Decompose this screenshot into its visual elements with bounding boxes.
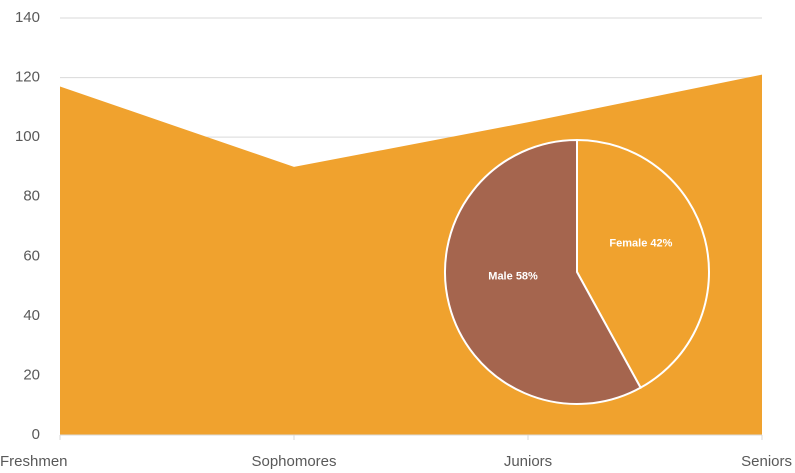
data-label: Female 42% xyxy=(609,237,672,249)
y-tick-label: 100 xyxy=(15,128,40,145)
data-label: Male 58% xyxy=(488,270,538,282)
x-tick-label: Freshmen xyxy=(0,453,68,470)
pie-slice xyxy=(576,138,710,390)
label-name: Female xyxy=(609,237,647,249)
x-tick-label: Juniors xyxy=(504,453,552,470)
y-tick-label: 0 xyxy=(32,426,40,443)
label-value: 58% xyxy=(516,270,538,282)
x-tick-label: Sophomores xyxy=(251,453,336,470)
y-tick-label: 140 xyxy=(15,9,40,26)
y-tick-label: 60 xyxy=(23,247,40,264)
label-name: Male xyxy=(488,270,512,282)
y-tick-label: 40 xyxy=(23,307,40,324)
pie-slice xyxy=(443,138,642,405)
x-tick-label: Seniors xyxy=(741,453,792,470)
y-tick-label: 120 xyxy=(15,69,40,86)
y-tick-label: 80 xyxy=(23,188,40,205)
label-value: 42% xyxy=(650,237,672,249)
y-tick-label: 20 xyxy=(23,366,40,383)
